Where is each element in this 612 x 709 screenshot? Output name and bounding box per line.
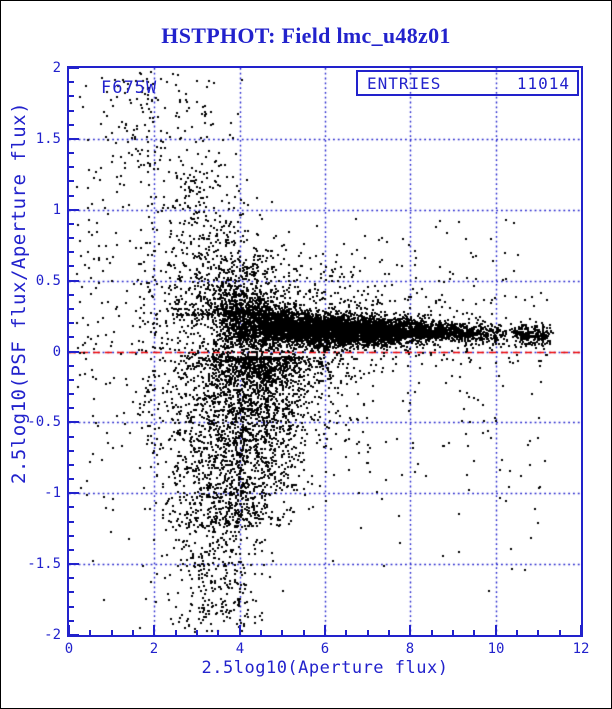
x-axis-title: 2.5log10(Aperture flux) [201, 658, 449, 678]
y-tick-label: -1.5 [27, 556, 61, 572]
filter-label: F675W [101, 78, 158, 98]
stats-box: ENTRIES 11014 [356, 70, 579, 96]
entries-label: ENTRIES [367, 73, 442, 93]
entries-value: 11014 [516, 73, 570, 93]
y-axis-title: 2.5log10(PSF flux/Aperture flux) [8, 101, 30, 485]
y-tick-label: 1 [52, 202, 61, 218]
y-tick-label: 0.5 [35, 273, 61, 289]
y-tick-label: -2 [44, 627, 61, 643]
y-tick-label: 2 [52, 60, 61, 76]
x-tick-label: 2 [149, 641, 159, 657]
y-tick-label: -1 [44, 485, 61, 501]
x-tick-label: 4 [235, 641, 245, 657]
plot-frame [67, 66, 583, 637]
page-title: HSTPHOT: Field lmc_u48z01 [161, 23, 451, 48]
y-tick-label: -0.5 [27, 414, 61, 430]
y-tick-label: 1.5 [35, 131, 61, 147]
x-tick-label: 12 [572, 641, 590, 657]
x-tick-label: 6 [320, 641, 330, 657]
x-tick-label: 8 [405, 641, 415, 657]
x-tick-label: 0 [64, 641, 74, 657]
scatter-canvas [69, 68, 581, 635]
y-tick-label: 0 [52, 344, 61, 360]
x-tick-label: 10 [487, 641, 505, 657]
